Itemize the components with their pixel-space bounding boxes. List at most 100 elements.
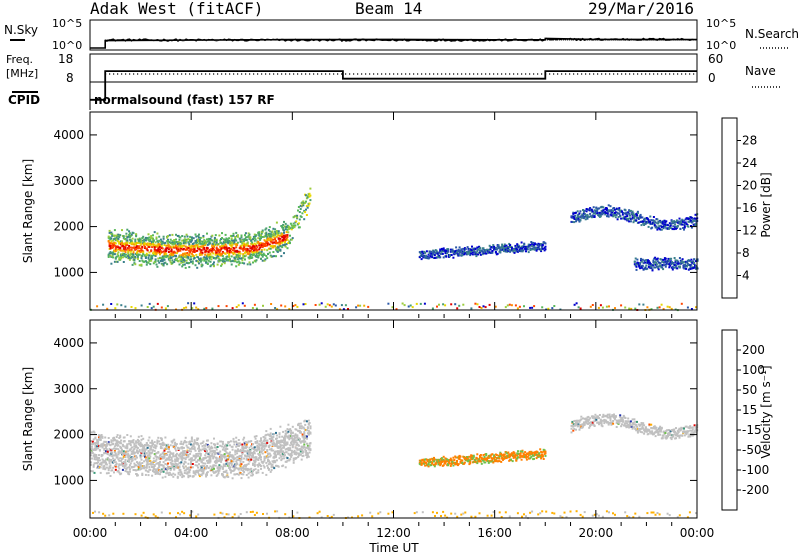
data-cell (582, 214, 584, 217)
data-cell (152, 239, 155, 242)
data-cell (176, 475, 179, 478)
cpid-value: normalsound (fast) 157 RF (94, 93, 275, 107)
data-cell (304, 419, 307, 422)
data-cell (285, 447, 288, 450)
data-cell (279, 445, 282, 448)
data-cell (237, 260, 240, 263)
data-cell (222, 257, 225, 260)
data-cell (103, 447, 106, 450)
data-cell (237, 473, 240, 476)
freq-tick-top: 18 (58, 52, 73, 66)
data-cell (90, 463, 92, 466)
data-cell (93, 455, 96, 458)
data-cell (107, 256, 110, 258)
data-cell (299, 450, 302, 453)
data-cell (128, 442, 131, 445)
data-cell (109, 245, 112, 247)
data-cell (199, 242, 202, 245)
data-cell (114, 452, 117, 455)
data-cell (166, 469, 169, 472)
data-cell (664, 265, 667, 268)
data-cell (303, 218, 306, 221)
data-cell (486, 249, 489, 251)
data-cell (197, 240, 200, 243)
data-cell (155, 462, 158, 465)
data-cell (230, 460, 233, 463)
data-cell (112, 253, 115, 256)
data-cell (662, 258, 665, 261)
data-cell (91, 440, 94, 443)
data-cell (638, 303, 641, 306)
data-cell (232, 437, 235, 440)
data-cell (638, 216, 641, 219)
data-cell (152, 449, 154, 452)
data-cell (147, 463, 150, 466)
data-cell (207, 444, 210, 447)
data-cell (95, 454, 98, 456)
data-cell (648, 261, 651, 264)
data-cell (116, 456, 119, 459)
data-cell (250, 445, 253, 447)
data-cell (244, 450, 246, 453)
data-cell (661, 260, 664, 263)
data-cell (664, 263, 667, 266)
data-cell (153, 453, 156, 456)
data-cell (155, 445, 158, 448)
data-cell (152, 254, 155, 257)
data-cell (170, 458, 173, 461)
data-cell (117, 240, 120, 243)
data-cell (233, 240, 236, 243)
data-cell (240, 236, 243, 239)
data-cell (173, 468, 176, 471)
data-cell (290, 443, 293, 446)
data-cell (658, 306, 661, 309)
data-cell (682, 227, 685, 229)
data-cell (109, 444, 112, 447)
data-cell (242, 449, 245, 452)
data-cell (578, 216, 581, 219)
data-cell (274, 234, 277, 237)
data-cell (149, 244, 152, 247)
data-cell (228, 256, 231, 259)
data-cell (309, 187, 312, 190)
data-cell (288, 434, 291, 437)
data-cell (514, 244, 517, 247)
data-cell (137, 466, 140, 469)
data-cell (247, 232, 250, 235)
data-cell (281, 246, 284, 249)
data-cell (523, 242, 526, 245)
data-cell (236, 241, 239, 244)
data-cell (110, 459, 113, 461)
data-cell (204, 258, 207, 261)
data-cell (241, 452, 244, 455)
data-cell (187, 238, 190, 241)
data-cell (490, 246, 493, 249)
data-cell (110, 441, 113, 443)
data-cell (436, 251, 439, 254)
data-cell (463, 250, 466, 253)
data-cell (218, 469, 221, 472)
data-cell (308, 192, 311, 195)
data-cell (118, 256, 121, 259)
data-cell (159, 471, 162, 474)
data-cell (140, 263, 143, 266)
data-cell (161, 241, 164, 244)
data-cell (188, 243, 191, 246)
data-cell (152, 234, 154, 237)
data-cell (150, 461, 153, 464)
data-cell (144, 456, 147, 459)
data-cell (203, 307, 206, 310)
data-cell (455, 246, 458, 249)
data-cell (535, 249, 538, 252)
data-cell (232, 455, 235, 458)
data-cell (95, 448, 98, 451)
data-cell (113, 447, 115, 450)
data-cell (459, 251, 462, 254)
data-cell (660, 303, 663, 306)
data-cell (125, 253, 128, 256)
data-cell (211, 234, 214, 237)
data-cell (446, 252, 449, 255)
data-cell (170, 440, 173, 443)
data-cell (176, 459, 179, 462)
data-cell (163, 468, 166, 471)
